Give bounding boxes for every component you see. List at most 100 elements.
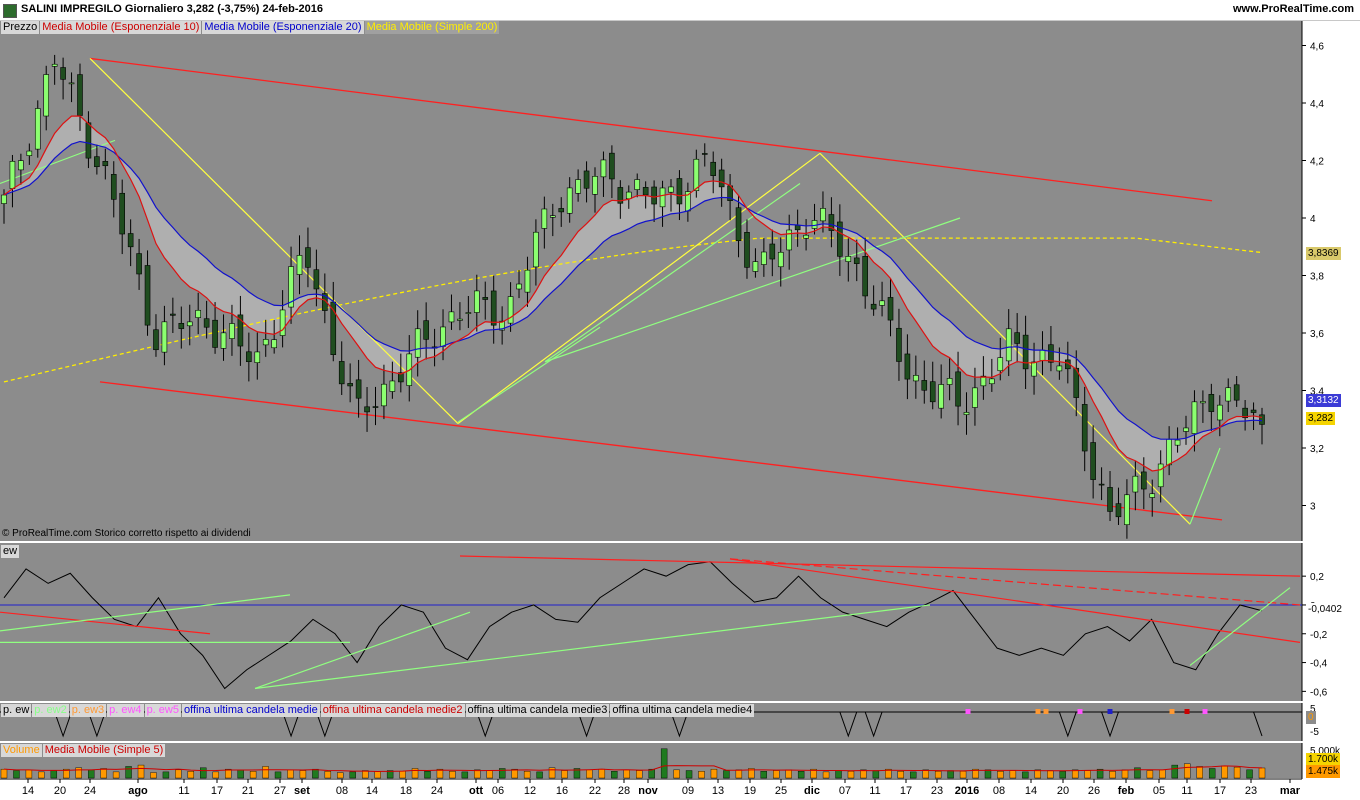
- volume-bar[interactable]: [797, 771, 805, 779]
- volume-bar[interactable]: [897, 771, 904, 779]
- candle-body[interactable]: [1005, 328, 1012, 362]
- candle-body[interactable]: [313, 269, 320, 290]
- candle-body[interactable]: [85, 122, 92, 159]
- candle-body[interactable]: [997, 357, 1004, 372]
- candle-body[interactable]: [853, 257, 860, 264]
- candle-body[interactable]: [963, 412, 970, 415]
- volume-bar[interactable]: [997, 771, 1004, 779]
- candle-body[interactable]: [1225, 387, 1232, 402]
- candle-body[interactable]: [381, 383, 387, 407]
- volume-bar[interactable]: [1109, 771, 1116, 779]
- volume-bar[interactable]: [486, 770, 493, 779]
- candle-body[interactable]: [153, 329, 159, 351]
- volume-bar[interactable]: [50, 770, 58, 779]
- candle-body[interactable]: [769, 243, 776, 260]
- candle-body[interactable]: [803, 234, 809, 239]
- volume-bar[interactable]: [75, 767, 82, 779]
- candle-body[interactable]: [811, 220, 818, 229]
- candle-body[interactable]: [1090, 442, 1096, 480]
- volume-bar[interactable]: [499, 768, 506, 779]
- volume-bar[interactable]: [511, 768, 518, 779]
- candle-body[interactable]: [1259, 414, 1265, 425]
- candle-body[interactable]: [1098, 483, 1105, 486]
- volume-bar[interactable]: [872, 770, 880, 779]
- volume-bar[interactable]: [611, 771, 618, 779]
- candle-body[interactable]: [136, 253, 142, 275]
- candle-body[interactable]: [541, 208, 548, 229]
- candle-body[interactable]: [701, 153, 708, 155]
- candle-body[interactable]: [870, 303, 877, 310]
- candle-body[interactable]: [710, 161, 717, 176]
- candle-body[interactable]: [364, 406, 370, 413]
- candle-body[interactable]: [609, 152, 615, 180]
- volume-bar[interactable]: [63, 768, 70, 779]
- candle-body[interactable]: [659, 187, 666, 208]
- candle-body[interactable]: [144, 265, 151, 326]
- volume-bar[interactable]: [474, 769, 481, 779]
- volume-bar[interactable]: [337, 772, 344, 779]
- candle-body[interactable]: [507, 296, 514, 324]
- volume-bar[interactable]: [399, 771, 406, 779]
- candle-body[interactable]: [170, 313, 176, 316]
- volume-bar[interactable]: [1233, 766, 1241, 779]
- candle-body[interactable]: [43, 74, 50, 117]
- candle-body[interactable]: [51, 63, 58, 67]
- candle-body[interactable]: [1149, 493, 1156, 498]
- candle-body[interactable]: [212, 319, 218, 348]
- volume-bar[interactable]: [312, 768, 319, 779]
- volume-bar[interactable]: [1246, 769, 1253, 779]
- candle-body[interactable]: [989, 378, 995, 385]
- candle-body[interactable]: [862, 256, 868, 297]
- volume-bar[interactable]: [598, 768, 606, 779]
- candle-body[interactable]: [955, 371, 961, 407]
- volume-bar[interactable]: [723, 770, 730, 779]
- legend-ema10[interactable]: Media Mobile (Esponenziale 10): [40, 21, 202, 34]
- volume-bar[interactable]: [150, 772, 157, 779]
- volume-bar[interactable]: [1171, 764, 1179, 779]
- volume-bar[interactable]: [187, 771, 195, 779]
- legend-medie[interactable]: offina ultima candela medie: [181, 704, 320, 717]
- candle-body[interactable]: [229, 323, 235, 339]
- candle-body[interactable]: [634, 179, 641, 190]
- candle-body[interactable]: [845, 256, 852, 262]
- candle-body[interactable]: [735, 207, 742, 242]
- volume-bar[interactable]: [548, 767, 556, 779]
- candle-body[interactable]: [203, 318, 210, 328]
- volume-bar[interactable]: [424, 771, 431, 779]
- candle-body[interactable]: [1081, 404, 1088, 452]
- candle-body[interactable]: [389, 380, 396, 392]
- candle-body[interactable]: [77, 74, 83, 116]
- candle-body[interactable]: [777, 251, 784, 268]
- candle-body[interactable]: [127, 233, 134, 248]
- volume-bar[interactable]: [972, 768, 979, 779]
- volume-bar[interactable]: [175, 769, 182, 779]
- legend-medie3[interactable]: offina ultima candela medie3: [465, 704, 610, 717]
- candle-body[interactable]: [338, 361, 345, 385]
- volume-bar[interactable]: [1184, 763, 1191, 779]
- volume-bar[interactable]: [847, 771, 855, 779]
- volume-bar[interactable]: [25, 769, 33, 779]
- candle-body[interactable]: [879, 300, 885, 306]
- candle-body[interactable]: [1039, 349, 1046, 361]
- candle-body[interactable]: [1200, 401, 1206, 404]
- volume-bar[interactable]: [860, 769, 867, 779]
- volume-bar[interactable]: [573, 768, 581, 779]
- volume-bar[interactable]: [1047, 770, 1054, 779]
- candle-body[interactable]: [549, 215, 556, 218]
- candle-body[interactable]: [195, 309, 201, 318]
- volume-bar[interactable]: [648, 768, 655, 779]
- volume-bar[interactable]: [237, 769, 244, 779]
- volume-bar[interactable]: [262, 766, 269, 779]
- volume-bar[interactable]: [934, 771, 942, 779]
- volume-bar[interactable]: [835, 770, 842, 779]
- volume-bar[interactable]: [885, 768, 892, 779]
- candle-body[interactable]: [1048, 344, 1054, 363]
- candle-body[interactable]: [1191, 401, 1198, 434]
- site-link[interactable]: www.ProRealTime.com: [1232, 3, 1354, 15]
- legend-pew3[interactable]: p. ew3: [69, 704, 107, 717]
- volume-bar[interactable]: [137, 764, 145, 779]
- volume-bar[interactable]: [324, 771, 332, 779]
- candle-body[interactable]: [625, 191, 632, 200]
- candle-body[interactable]: [583, 170, 590, 189]
